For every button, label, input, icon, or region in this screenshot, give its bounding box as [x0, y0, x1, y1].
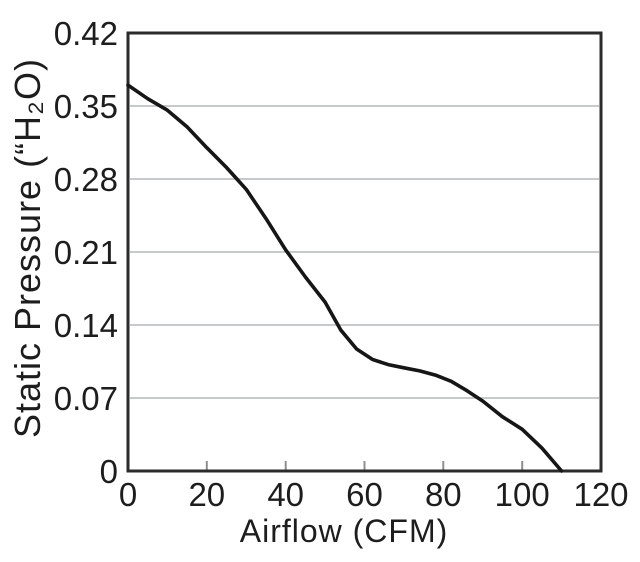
x-tick-label: 80	[425, 476, 462, 513]
y-tick-label: 0.35	[54, 88, 118, 125]
y-axis-title: Static Pressure (“H₂O)	[7, 57, 48, 439]
y-tick-label: 0.28	[54, 161, 118, 198]
y-tick-label: 0.42	[54, 15, 118, 52]
plot-border	[126, 31, 603, 473]
y-tick-label: 0.14	[54, 307, 118, 344]
y-tick-label: 0	[100, 453, 118, 490]
x-tick-label: 0	[119, 476, 137, 513]
x-tick-label: 40	[267, 476, 304, 513]
x-axis-title: Airflow (CFM)	[239, 513, 449, 549]
fan-curve-line	[126, 83, 564, 473]
y-tick-label: 0.07	[54, 380, 118, 417]
x-tick-label: 100	[495, 476, 550, 513]
x-tick-label: 120	[573, 476, 628, 513]
x-tick-label: 60	[346, 476, 383, 513]
y-tick-label: 0.21	[54, 234, 118, 271]
x-tick-label: 20	[188, 476, 225, 513]
